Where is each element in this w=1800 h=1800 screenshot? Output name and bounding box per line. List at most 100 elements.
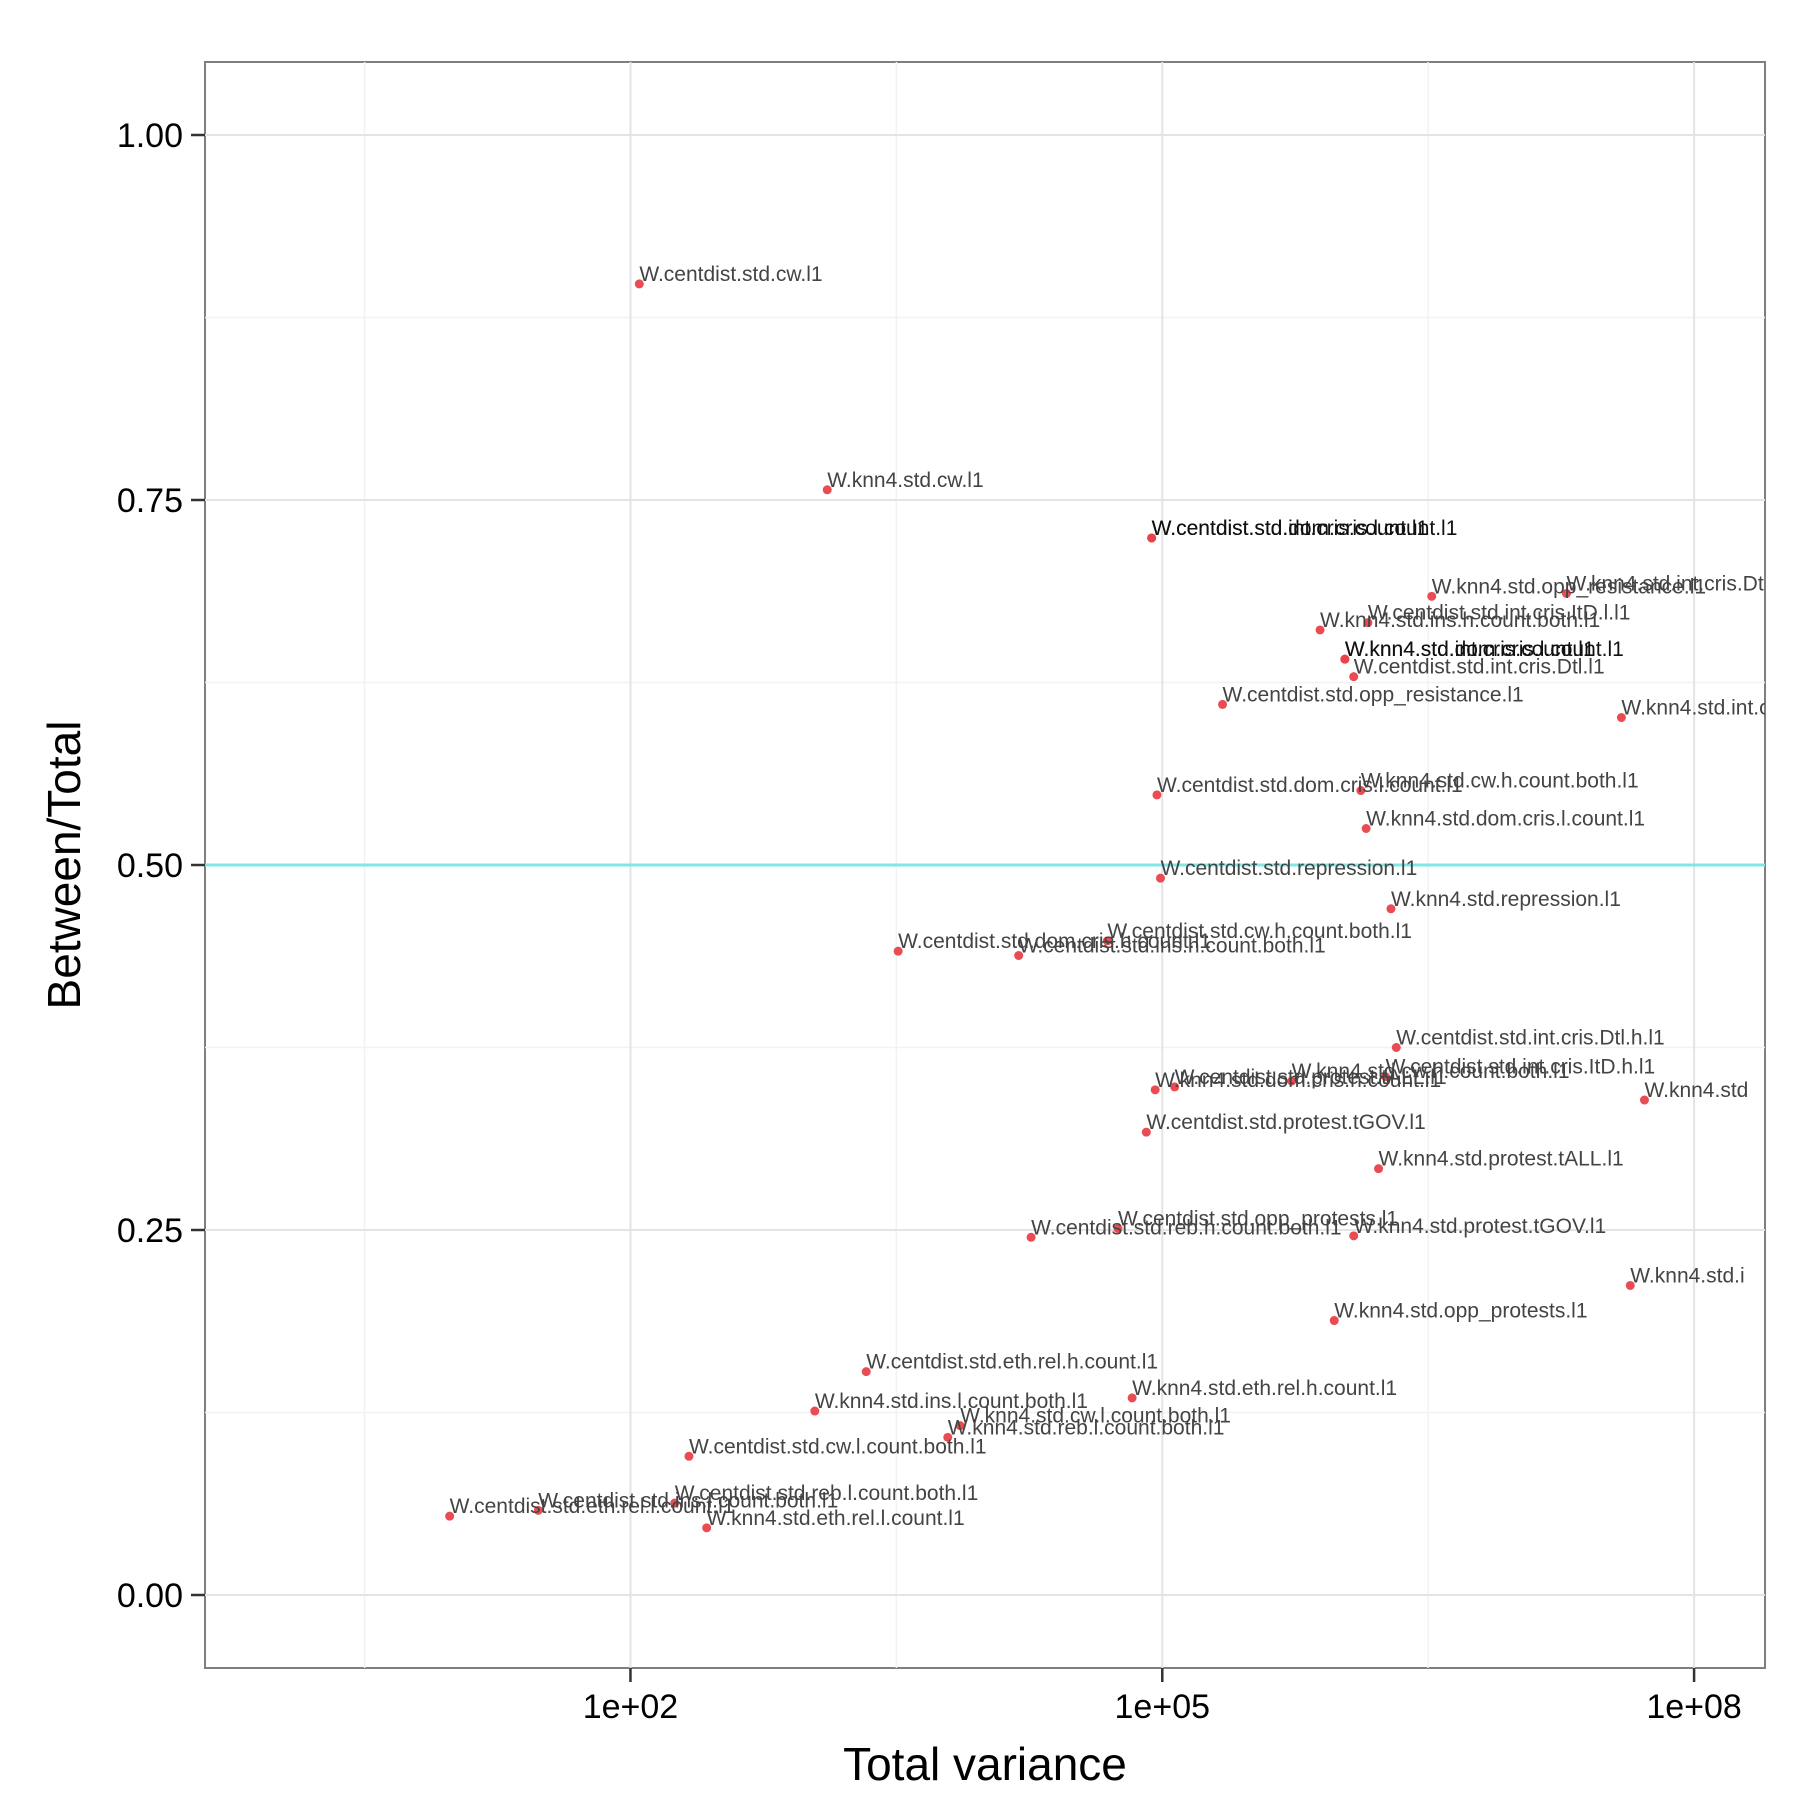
data-point: [1156, 873, 1165, 883]
point-label: W.knn4.std.cw.h.count.both.l1: [1361, 770, 1639, 793]
point-label: W.knn4.std.opp_protests.l1: [1334, 1300, 1587, 1323]
point-label: W.knn4.std.opp_resistance.l1: [1432, 575, 1706, 598]
point-label: W.centdist.std.int.cris.ItD.l.l1: [1368, 602, 1631, 625]
data-point: [1386, 904, 1396, 914]
data-points: [445, 279, 1649, 1533]
point-label: W.centdist.std.ins.l.count.both.l1: [538, 1489, 838, 1512]
y-axis: 0.00 0.25 0.50 0.75 1.00: [117, 117, 205, 1615]
data-point: [943, 1432, 953, 1442]
data-point: [1625, 1280, 1635, 1290]
point-label: W.centdist.std.opp_resistance.l1: [1223, 683, 1524, 706]
data-point: [1170, 1082, 1180, 1092]
data-point: [684, 1451, 694, 1461]
y-tick-label: 0.50: [117, 847, 183, 885]
data-point: [1340, 654, 1350, 664]
data-point: [1150, 1085, 1160, 1095]
point-label: W.knn4.std.dom.cris.h.count.l1: [1155, 1069, 1441, 1092]
point-label: W.knn4.std.cw.h.count.both.l1: [1292, 1060, 1570, 1083]
point-label: W.centdist.std.int.cris.ItD.h.l1: [1386, 1056, 1656, 1079]
data-point: [1147, 533, 1157, 543]
data-point: [533, 1505, 543, 1515]
x-axis: 1e+02 1e+05 1e+08: [583, 1668, 1742, 1726]
data-point: [445, 1511, 455, 1521]
data-point: [1113, 1224, 1123, 1234]
point-label: W.knn4.std.dom.cris.l.count.l1: [1366, 808, 1645, 831]
data-point: [1639, 1095, 1649, 1105]
point-label: W.knn4.std.ins.l.count.both.l1: [815, 1390, 1088, 1413]
data-point: [1102, 936, 1112, 946]
point-label: W.knn4.std.i: [1630, 1264, 1744, 1287]
point-labels: W.centdist.std.cw.l1 W.knn4.std.cw.l1 W.ce…: [450, 263, 1791, 1530]
data-point: [810, 1406, 820, 1416]
data-point: [702, 1523, 712, 1533]
x-tick-label: 1e+02: [583, 1688, 679, 1726]
point-label: W.centdist.std.opp_protests.l1: [1118, 1208, 1398, 1231]
point-label: W.centdist.std.eth.rel.h.count.l1: [866, 1351, 1158, 1374]
data-point: [1356, 786, 1366, 796]
point-label: W.knn4.std.int.cris.Dtl: [1566, 572, 1768, 595]
data-point: [1152, 790, 1162, 800]
data-point: [1287, 1076, 1297, 1086]
point-label: W.knn4.std.protest.tALL.l1: [1379, 1148, 1624, 1171]
point-label: W.centdist.std.cw.l.count.both.l1: [689, 1435, 987, 1458]
point-label: W.centdist.std.ins.h.count.both.l1: [1019, 935, 1326, 958]
data-point: [1026, 1232, 1036, 1242]
point-label: W.knn4.std.cw.l1: [827, 469, 983, 492]
point-label: W.centdist.std.dom.cris.h.count.l1: [898, 930, 1211, 953]
data-point: [955, 1421, 965, 1431]
data-point: [1349, 672, 1359, 682]
data-point: [822, 485, 832, 495]
data-point: [1218, 699, 1228, 709]
point-label: W.centdist.std.int.cris.Dtl.l1: [1354, 656, 1605, 679]
point-label: W.knn4.std.int.cris.count.l1: [1345, 638, 1595, 661]
point-label: W.knn4.std.eth.rel.h.count.l1: [1132, 1377, 1397, 1400]
point-label: W.centdist.std.dom.cris.l.count.l1: [1152, 517, 1458, 540]
data-point: [1363, 618, 1373, 628]
point-label: W.centdist.std.cw.l1: [639, 263, 822, 286]
point-label: W.centdist.std.dom.cris.l.count.l1: [1157, 774, 1463, 797]
data-point: [893, 946, 903, 956]
point-label: W.centdist.std.int.cris.count.l1: [1152, 517, 1429, 540]
y-tick-label: 0.75: [117, 482, 183, 520]
data-point: [1427, 591, 1437, 601]
data-point: [1014, 951, 1024, 961]
data-point: [670, 1498, 680, 1508]
data-point: [861, 1367, 871, 1377]
point-label: W.centdist.std.cw.h.count.both.l1: [1107, 920, 1412, 943]
data-point: [1127, 1393, 1137, 1403]
data-point: [1361, 824, 1371, 833]
point-label: W.knn4.std.dom.cris.l.count.l1: [1345, 638, 1624, 661]
data-point: [1141, 1127, 1151, 1137]
data-point: [634, 279, 644, 289]
point-label: W.centdist.std.reb.h.count.both.l1: [1031, 1216, 1342, 1239]
y-axis-title: Between/Total: [38, 721, 90, 1010]
point-label: W.centdist.std.reb.l.count.both.l1: [675, 1482, 979, 1505]
data-point: [1391, 1043, 1401, 1052]
y-tick-label: 0.25: [117, 1212, 183, 1250]
point-label: W.centdist.std.protest.tALL.l1: [1175, 1066, 1447, 1089]
point-label: W.centdist.std.eth.rel.l.count.l1: [450, 1495, 735, 1518]
point-label: W.knn4.std.cw.l.count.both.l1: [960, 1405, 1231, 1428]
data-point: [1315, 625, 1325, 635]
point-label: W.centdist.std.int.cris.Dtl.h.l1: [1396, 1027, 1664, 1050]
point-label: W.knn4.std.int.cris: [1621, 697, 1791, 720]
point-label: W.knn4.std.repression.l1: [1391, 888, 1621, 911]
y-tick-label: 0.00: [117, 1577, 183, 1615]
data-point: [1349, 1231, 1359, 1241]
x-tick-label: 1e+08: [1646, 1688, 1742, 1726]
data-point: [1374, 1164, 1384, 1174]
data-point: [1616, 713, 1626, 723]
point-label: W.centdist.std.protest.tGOV.l1: [1146, 1111, 1425, 1134]
point-label: W.knn4.std.protest.tGOV.l1: [1354, 1215, 1607, 1238]
data-point: [1381, 1072, 1391, 1082]
data-point: [1561, 588, 1571, 598]
point-label: W.knn4.std.ins.h.count.both.l1: [1320, 609, 1600, 632]
point-label: W.knn4.std: [1644, 1079, 1748, 1102]
x-tick-label: 1e+05: [1115, 1688, 1211, 1726]
point-label: W.centdist.std.repression.l1: [1161, 857, 1418, 880]
point-label: W.knn4.std.reb.l.count.both.l1: [948, 1416, 1225, 1439]
y-tick-label: 1.00: [117, 117, 183, 155]
x-axis-title: Total variance: [843, 1738, 1127, 1790]
point-label: W.knn4.std.eth.rel.l.count.l1: [707, 1507, 965, 1530]
